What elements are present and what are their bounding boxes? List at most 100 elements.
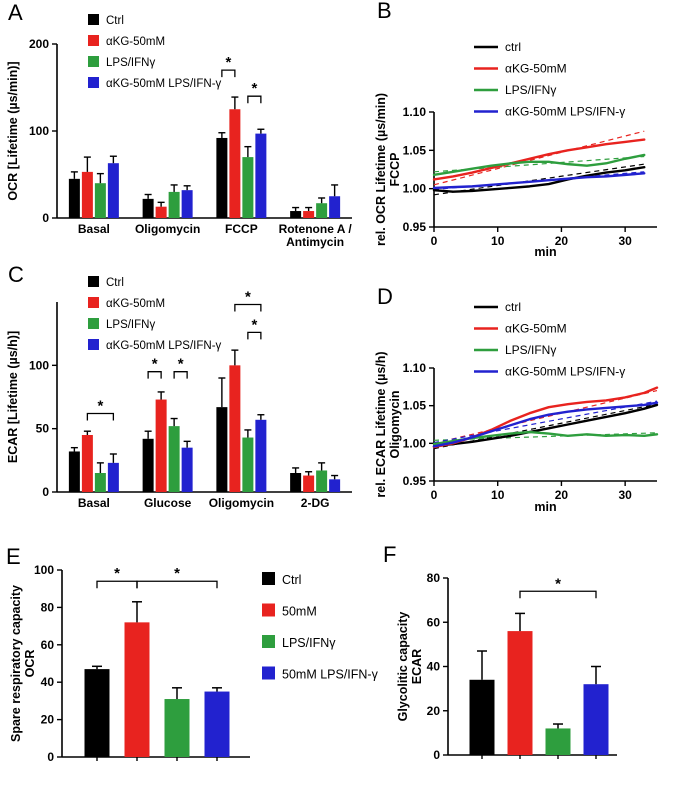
y-tick-label: 60 — [41, 638, 55, 652]
panel-f-label: F — [383, 542, 397, 567]
bar — [303, 475, 315, 492]
y-tick-label: 0 — [42, 485, 49, 499]
panel-c-label: C — [8, 262, 24, 287]
significance-star: * — [251, 316, 257, 333]
y-tick-label: 100 — [29, 124, 49, 138]
bar — [155, 206, 167, 218]
panel-a-label: A — [8, 0, 23, 25]
bar — [107, 163, 119, 218]
legend-swatch — [262, 603, 275, 617]
panel-b-label: B — [377, 0, 392, 23]
y-tick-label: 80 — [427, 571, 441, 585]
legend-swatch — [88, 297, 99, 308]
y-tick-label: 60 — [427, 615, 441, 629]
bar — [216, 407, 228, 492]
legend-swatch — [262, 572, 275, 585]
bar — [290, 211, 302, 218]
significance-star: * — [225, 54, 231, 71]
y-axis-label: Oligomycin — [388, 390, 402, 458]
bar — [583, 684, 609, 755]
rel-ocr-line-chart: 0.95 1.00 1.05 1.10 rel. OCR Lifetime (µs/mi… — [374, 40, 657, 259]
bar — [204, 691, 230, 757]
y-axis-label: Spare respiratory capacity — [9, 585, 23, 742]
y-tick-label: 0 — [433, 748, 440, 762]
series-line — [432, 403, 659, 448]
y-tick-label: 0 — [42, 211, 49, 225]
y-axis-label: OCR — [23, 650, 37, 678]
legend-label: αKG-50mM — [505, 62, 567, 76]
category-label: Basal — [78, 222, 110, 236]
panel-d: D 0.95 1.00 1.05 1.10 rel. ECAR Lifetime (µs… — [370, 260, 679, 542]
panel-f: F 0 20 40 60 80 Glycolitic capacity ECAR * — [345, 540, 679, 794]
x-tick-label: 20 — [555, 234, 569, 248]
panel-a: A 0 100 200 OCR [Lifetime (µs/min)] Basal Oli… — [0, 0, 370, 258]
significance-bracket — [519, 590, 597, 599]
ecar-grouped-bar-chart: 0 50 100 ECAR [Lifetime (µs/h)] Basal Glucose… — [6, 276, 352, 510]
ocr-grouped-bar-chart: 0 100 200 OCR [Lifetime (µs/min)] Basal Oligo… — [6, 14, 352, 249]
bar — [329, 196, 341, 218]
y-tick-label: 40 — [41, 675, 55, 689]
y-tick-label: 1.10 — [403, 105, 427, 119]
significance-star: * — [245, 289, 251, 306]
legend-swatch — [88, 14, 99, 25]
legend-label: ctrl — [505, 40, 521, 54]
significance-bracket — [147, 371, 162, 379]
significance-bracket — [247, 331, 262, 340]
significance-star: * — [97, 397, 103, 414]
trend-line — [433, 130, 645, 186]
bar — [155, 399, 167, 492]
bar — [168, 426, 180, 492]
bar — [229, 109, 241, 218]
legend-label: LPS/IFNγ — [106, 57, 155, 69]
legend-swatch — [88, 77, 99, 88]
y-axis-label: Glycolitic capacity — [396, 612, 410, 722]
y-axis-label: OCR [Lifetime (µs/min)] — [6, 61, 20, 200]
legend-swatch — [88, 318, 99, 329]
legend-label: αKG-50mM — [106, 36, 165, 48]
y-axis-label: FCCP — [388, 152, 402, 186]
legend-label: 50mM — [282, 605, 317, 619]
bar — [181, 190, 193, 218]
y-tick-label: 20 — [427, 704, 441, 718]
x-tick-label: 10 — [491, 234, 505, 248]
bar — [81, 171, 93, 218]
series-line — [432, 172, 646, 190]
y-axis-label: ECAR — [410, 649, 424, 684]
y-tick-label: 1.10 — [403, 361, 427, 375]
category-label: Oligomycin — [135, 222, 200, 236]
y-tick-label: 20 — [41, 713, 55, 727]
x-tick-label: 10 — [491, 488, 505, 502]
series-line — [432, 165, 646, 193]
y-tick-label: 50 — [36, 422, 50, 436]
panel-b: B 0.95 1.00 1.05 1.10 rel. OCR Lifetime (µs/… — [370, 0, 679, 259]
category-label: FCCP — [225, 222, 258, 236]
y-tick-label: 0.95 — [403, 474, 427, 488]
y-tick-label: 200 — [29, 37, 49, 51]
y-tick-label: 1.05 — [403, 143, 427, 157]
spare-respiratory-capacity-bar-chart: 0 20 40 60 80 100 Spare respiratory capacity OC… — [9, 563, 379, 764]
legend-label: LPS/IFNγ — [282, 636, 336, 650]
bar — [545, 728, 571, 755]
y-tick-label: 0 — [47, 750, 54, 764]
x-tick-label: 0 — [431, 488, 438, 502]
legend-label: αKG-50mM LPS/IFN-γ — [106, 78, 222, 90]
legend-swatch — [88, 339, 99, 350]
trend-line — [433, 171, 645, 191]
bar — [68, 178, 80, 218]
bar — [242, 157, 254, 218]
significance-bracket — [86, 412, 115, 421]
bar — [181, 447, 193, 492]
bar — [84, 669, 110, 757]
category-label: 2-DG — [301, 496, 330, 510]
legend-swatch — [88, 56, 99, 67]
rel-ecar-line-chart: 0.95 1.00 1.05 1.10 rel. ECAR Lifetime (µs/h… — [374, 300, 659, 514]
legend-label: αKG-50mM — [106, 298, 165, 310]
panel-c: C 0 50 100 ECAR [Lifetime (µs/h)] Basal Gluco… — [0, 260, 370, 542]
legend-label: ctrl — [505, 300, 521, 314]
bar — [229, 365, 241, 492]
bar — [216, 137, 228, 218]
y-tick-label: 1.00 — [403, 182, 427, 196]
trend-line — [433, 155, 645, 173]
legend-swatch — [88, 276, 99, 287]
x-tick-label: 30 — [618, 234, 632, 248]
